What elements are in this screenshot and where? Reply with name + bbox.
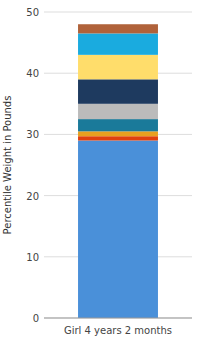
y-tick-label: 20 bbox=[26, 191, 39, 202]
x-axis-line bbox=[44, 318, 192, 319]
bar-segment bbox=[78, 141, 158, 318]
bar-segment bbox=[78, 24, 158, 33]
chart: 0 10 20 30 40 50 Girl 4 years 2 months Percenti… bbox=[0, 0, 200, 350]
grid-line bbox=[44, 12, 192, 13]
bar-segment bbox=[78, 33, 158, 54]
bar-segment bbox=[78, 55, 158, 79]
bar-segment bbox=[78, 136, 158, 140]
y-tick-label: 30 bbox=[26, 129, 39, 140]
x-tick-label: Girl 4 years 2 months bbox=[64, 325, 172, 336]
bar-segment bbox=[78, 79, 158, 103]
y-tick-label: 0 bbox=[33, 313, 39, 324]
chart-container: 0 10 20 30 40 50 Girl 4 years 2 months Percenti… bbox=[0, 0, 200, 350]
y-tick-label: 10 bbox=[26, 252, 39, 263]
y-tick-label: 50 bbox=[26, 7, 39, 18]
bar-segment bbox=[78, 104, 158, 119]
y-tick-label: 40 bbox=[26, 68, 39, 79]
bar-segment bbox=[78, 131, 158, 136]
bars bbox=[78, 24, 158, 318]
y-axis-label: Percentile Weight in Pounds bbox=[2, 96, 13, 235]
bar-segment bbox=[78, 119, 158, 131]
grid bbox=[44, 12, 192, 318]
grid-line bbox=[44, 318, 192, 319]
